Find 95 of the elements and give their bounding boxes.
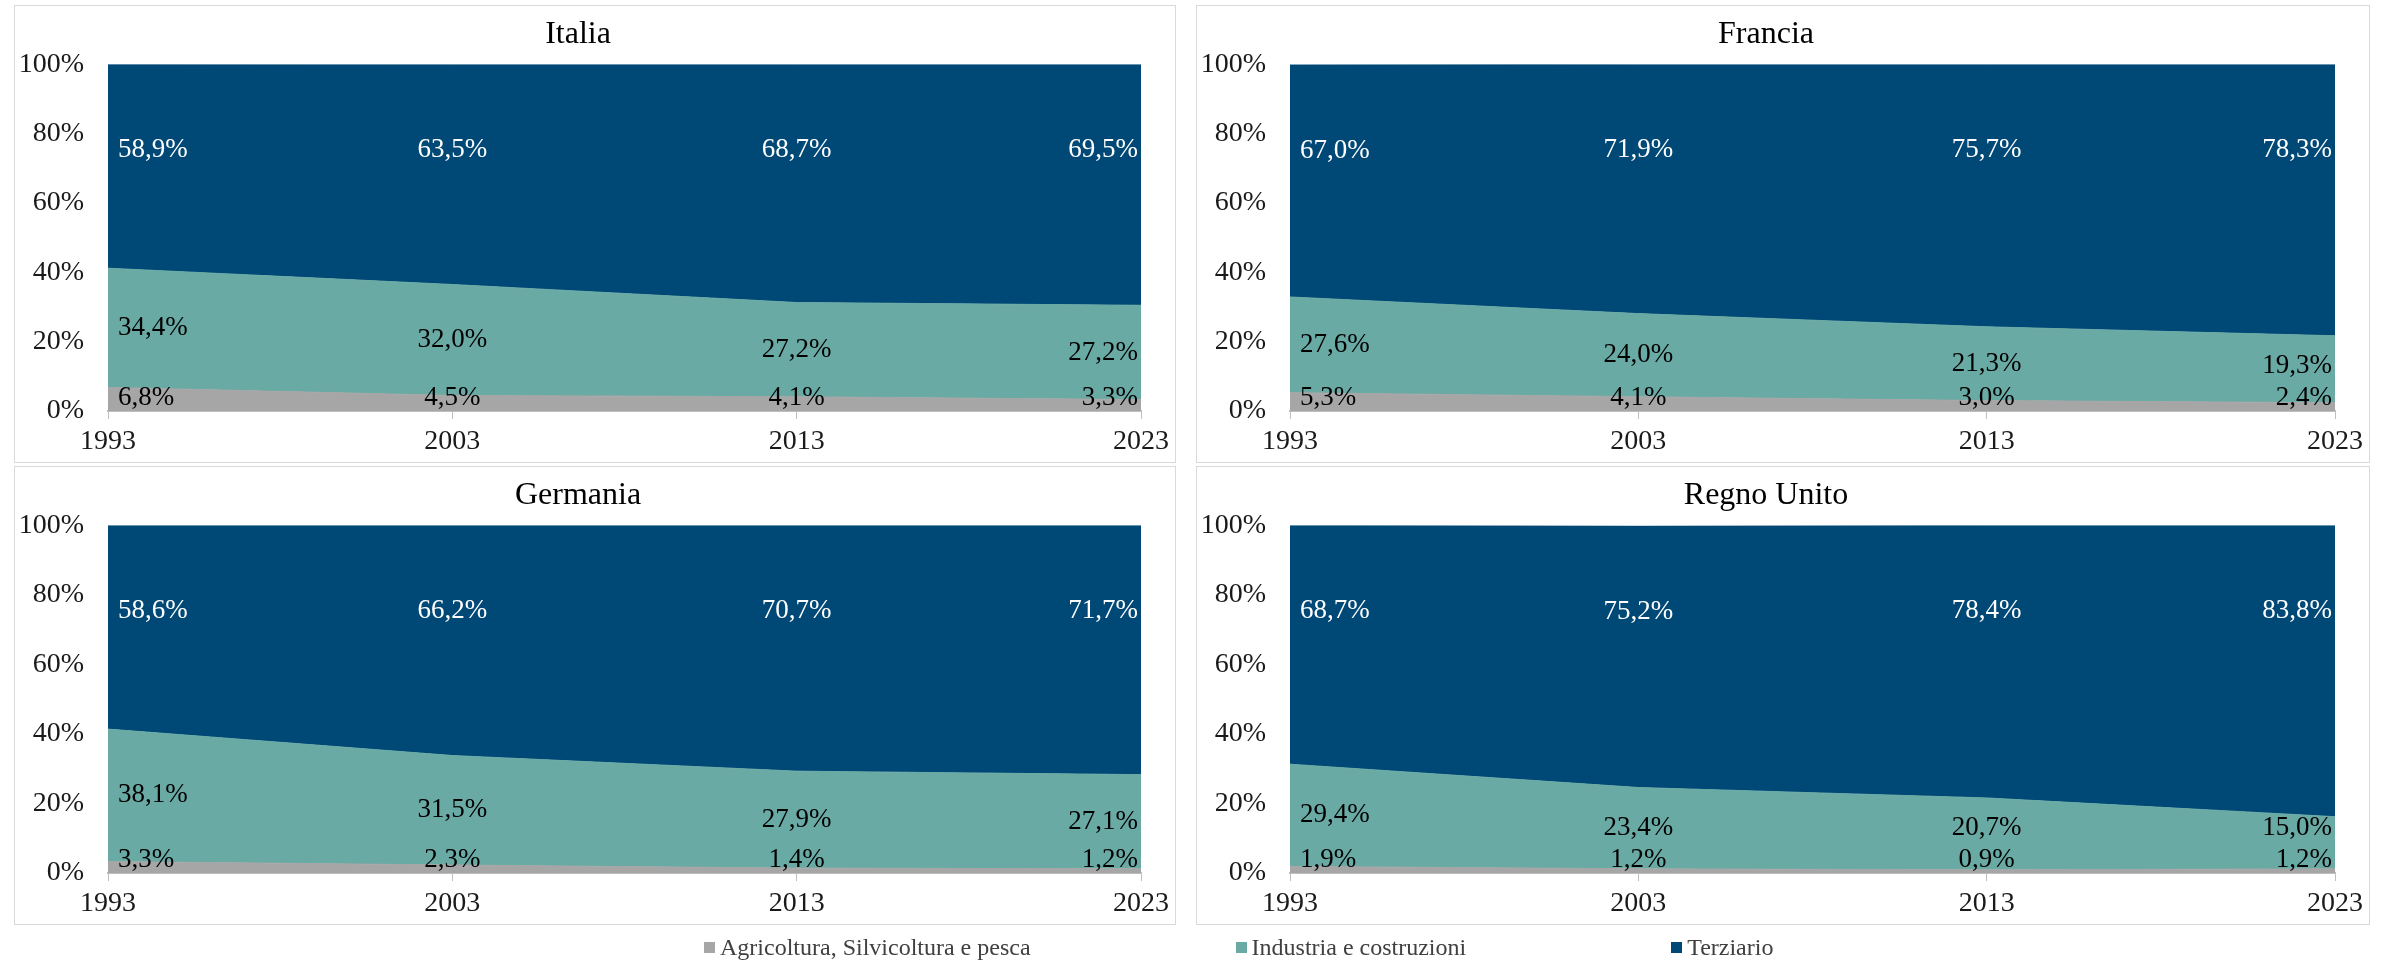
data-label: 78,4% bbox=[1951, 594, 2022, 625]
x-tick-label: 2013 bbox=[1958, 886, 2015, 918]
data-label: 66,2% bbox=[417, 594, 488, 625]
data-label: 4,1% bbox=[1610, 381, 1667, 412]
x-tick-label: 2023 bbox=[2307, 424, 2363, 456]
data-label: 83,8% bbox=[2262, 594, 2332, 625]
y-tick-label: 80% bbox=[32, 116, 84, 148]
data-label: 6,8% bbox=[118, 381, 175, 412]
data-label: 38,1% bbox=[118, 778, 188, 809]
data-label: 67,0% bbox=[1300, 133, 1370, 164]
data-label: 68,7% bbox=[761, 133, 832, 164]
x-tick-label: 2003 bbox=[424, 424, 481, 456]
chart-title: Regno Unito bbox=[1683, 474, 1849, 511]
y-tick-label: 0% bbox=[1228, 855, 1266, 887]
x-tick-label: 2023 bbox=[2307, 886, 2363, 918]
data-label: 34,4% bbox=[118, 310, 188, 341]
data-label: 75,7% bbox=[1951, 133, 2022, 164]
y-tick-label: 0% bbox=[46, 393, 84, 425]
data-label: 1,9% bbox=[1300, 843, 1357, 874]
y-tick-label: 20% bbox=[32, 785, 84, 817]
data-label: 1,2% bbox=[2275, 843, 2332, 874]
y-tick-label: 60% bbox=[32, 185, 84, 217]
data-label: 27,1% bbox=[1068, 804, 1138, 835]
data-label: 71,7% bbox=[1068, 594, 1138, 625]
y-tick-label: 40% bbox=[32, 716, 84, 748]
x-tick-label: 1993 bbox=[1262, 424, 1318, 456]
data-label: 23,4% bbox=[1603, 811, 1674, 842]
data-label: 24,0% bbox=[1603, 338, 1674, 369]
data-label: 68,7% bbox=[1300, 594, 1370, 625]
y-tick-label: 100% bbox=[1200, 46, 1266, 78]
legend-label: Terziario bbox=[1687, 933, 1774, 961]
data-label: 31,5% bbox=[417, 793, 488, 824]
data-label: 63,5% bbox=[417, 133, 488, 164]
data-label: 27,9% bbox=[761, 802, 832, 833]
x-tick-label: 2013 bbox=[1958, 424, 2015, 456]
y-tick-label: 20% bbox=[32, 324, 84, 356]
data-label: 3,3% bbox=[1081, 381, 1138, 412]
data-label: 0,9% bbox=[1958, 843, 2015, 874]
chart-title: Francia bbox=[1718, 13, 1814, 50]
x-tick-label: 2013 bbox=[768, 424, 825, 456]
data-label: 3,0% bbox=[1958, 381, 2015, 412]
x-tick-label: 2023 bbox=[1113, 886, 1169, 918]
y-tick-label: 60% bbox=[1214, 185, 1266, 217]
y-tick-label: 100% bbox=[18, 507, 84, 539]
chart-title: Italia bbox=[545, 13, 611, 50]
y-tick-label: 80% bbox=[1214, 577, 1266, 609]
data-label: 58,9% bbox=[118, 133, 188, 164]
chart-title: Germania bbox=[514, 474, 642, 511]
y-tick-label: 20% bbox=[1214, 324, 1266, 356]
data-label: 58,6% bbox=[118, 594, 188, 625]
y-tick-label: 100% bbox=[18, 46, 84, 78]
data-label: 1,2% bbox=[1610, 843, 1667, 874]
data-label: 27,2% bbox=[761, 332, 832, 363]
y-tick-label: 20% bbox=[1214, 785, 1266, 817]
data-label: 4,5% bbox=[424, 381, 481, 412]
x-tick-label: 2003 bbox=[1610, 886, 1667, 918]
legend-label: Industria e costruzioni bbox=[1251, 933, 1467, 961]
data-label: 3,3% bbox=[118, 843, 175, 874]
data-label: 71,9% bbox=[1603, 133, 1674, 164]
data-label: 4,1% bbox=[768, 381, 825, 412]
x-tick-label: 2023 bbox=[1113, 424, 1169, 456]
data-label: 2,4% bbox=[2275, 381, 2332, 412]
data-label: 75,2% bbox=[1603, 595, 1674, 626]
data-label: 27,6% bbox=[1300, 327, 1370, 358]
data-label: 20,7% bbox=[1951, 811, 2022, 842]
data-label: 1,4% bbox=[768, 843, 825, 874]
y-tick-label: 60% bbox=[1214, 646, 1266, 678]
x-tick-label: 2013 bbox=[768, 886, 825, 918]
x-tick-label: 2003 bbox=[424, 886, 481, 918]
data-label: 70,7% bbox=[761, 594, 832, 625]
y-tick-label: 0% bbox=[1228, 393, 1266, 425]
data-label: 29,4% bbox=[1300, 798, 1370, 829]
data-label: 19,3% bbox=[2262, 349, 2332, 380]
x-tick-label: 1993 bbox=[80, 886, 136, 918]
data-label: 78,3% bbox=[2262, 133, 2332, 164]
legend-label: Agricoltura, Silvicoltura e pesca bbox=[720, 933, 1031, 961]
data-label: 1,2% bbox=[1081, 843, 1138, 874]
data-label: 5,3% bbox=[1300, 381, 1357, 412]
x-tick-label: 2003 bbox=[1610, 424, 1667, 456]
y-tick-label: 40% bbox=[1214, 254, 1266, 286]
y-tick-label: 80% bbox=[1214, 116, 1266, 148]
x-tick-label: 1993 bbox=[1262, 886, 1318, 918]
y-tick-label: 60% bbox=[32, 646, 84, 678]
data-label: 21,3% bbox=[1951, 346, 2022, 377]
data-label: 27,2% bbox=[1068, 335, 1138, 366]
y-tick-label: 40% bbox=[32, 254, 84, 286]
y-tick-label: 80% bbox=[32, 577, 84, 609]
data-label: 2,3% bbox=[424, 843, 481, 874]
data-label: 69,5% bbox=[1068, 133, 1138, 164]
y-tick-label: 40% bbox=[1214, 716, 1266, 748]
data-label: 15,0% bbox=[2262, 811, 2332, 842]
x-tick-label: 1993 bbox=[80, 424, 136, 456]
y-tick-label: 0% bbox=[46, 855, 84, 887]
y-tick-label: 100% bbox=[1200, 507, 1266, 539]
data-label: 32,0% bbox=[417, 323, 488, 354]
